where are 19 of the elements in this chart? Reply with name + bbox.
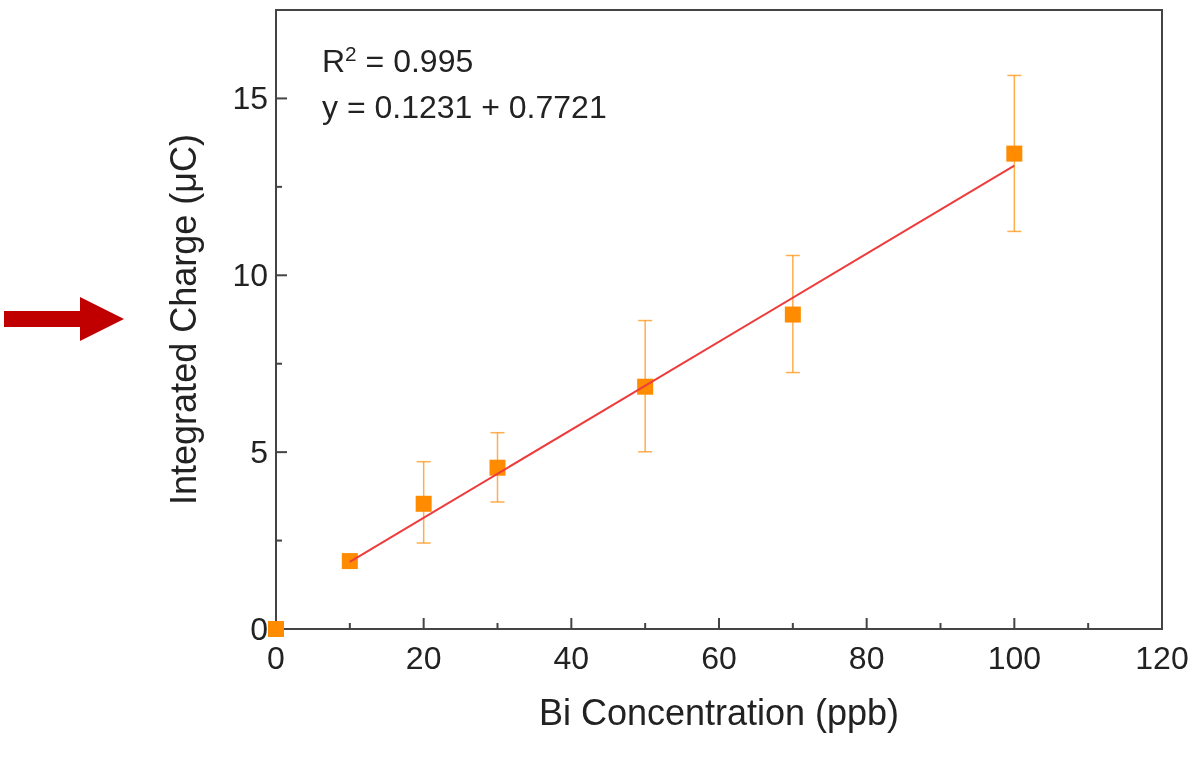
x-tick-label: 40 <box>553 640 590 676</box>
annotation: y = 0.1231 + 0.7721 <box>322 89 607 125</box>
point <box>341 553 358 570</box>
x-tick-label: 100 <box>987 640 1042 676</box>
point <box>1006 145 1023 162</box>
x-tick-label: 60 <box>701 640 737 676</box>
y-tick-label: 15 <box>232 80 268 117</box>
y-tick-label: 5 <box>250 434 268 471</box>
x-tick-label: 20 <box>405 640 442 676</box>
y-axis-title: Integrated Charge (μC) <box>163 134 204 505</box>
x-tick-label: 120 <box>1135 640 1189 676</box>
point <box>268 621 284 637</box>
x-tick-label: 80 <box>848 640 885 676</box>
point <box>784 306 801 323</box>
point <box>415 495 432 512</box>
x-axis-title: Bi Concentration (ppb) <box>538 692 900 733</box>
y-tick-label: 0 <box>250 611 268 647</box>
annotation: R$^{2}$ = 0.995 <box>322 41 474 79</box>
y-tick-label: 10 <box>232 257 268 294</box>
